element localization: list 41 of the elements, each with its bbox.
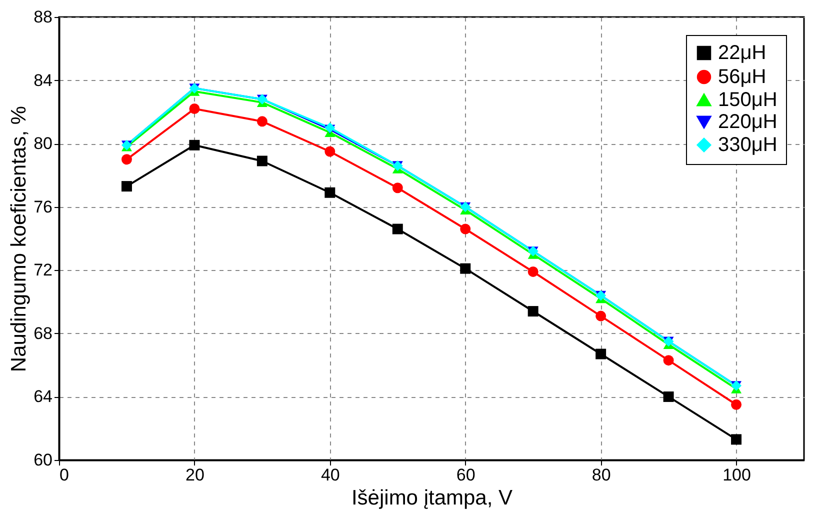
y-tick-label: 64: [34, 387, 52, 406]
point: [121, 181, 132, 192]
legend-label: 22μH: [718, 42, 766, 64]
y-tick-label: 60: [34, 450, 52, 470]
point: [392, 224, 403, 234]
legend-label: 56μH: [718, 66, 766, 88]
point: [731, 434, 742, 445]
x-axis-title: Išėjimo įtampa, V: [351, 486, 513, 510]
point: [596, 310, 606, 322]
point: [460, 224, 471, 234]
y-tick-label: 68: [34, 324, 52, 343]
legend-label: 220μH: [718, 111, 778, 133]
x-tick-label: 20: [185, 466, 204, 484]
point: [528, 306, 538, 317]
point: [189, 104, 200, 114]
x-tick-label: 40: [320, 466, 340, 484]
point: [663, 391, 674, 402]
x-tick-label: 80: [592, 466, 611, 484]
x-tick-label: 60: [456, 466, 476, 484]
x-tick-label: 100: [722, 466, 751, 484]
point: [596, 348, 606, 360]
point: [324, 187, 336, 198]
point: [121, 154, 132, 165]
point: [392, 182, 403, 194]
legend-label: 150μH: [718, 89, 778, 111]
point: [256, 156, 268, 166]
legend-label: 330μH: [718, 134, 778, 156]
x-tick-label: 0: [60, 466, 69, 484]
point: [324, 146, 336, 157]
y-tick-label: 84: [34, 70, 52, 90]
y-tick-label: 88: [34, 8, 52, 26]
y-tick-label: 72: [34, 260, 52, 280]
point: [528, 266, 538, 277]
point: [256, 116, 268, 127]
point: [460, 263, 471, 274]
y-tick-label: 76: [34, 197, 52, 216]
point: [731, 399, 742, 410]
y-axis-title: Naudingumo koeficientas, %: [8, 106, 31, 372]
point: [189, 140, 200, 150]
point: [663, 355, 674, 366]
y-tick-label: 80: [34, 134, 52, 154]
